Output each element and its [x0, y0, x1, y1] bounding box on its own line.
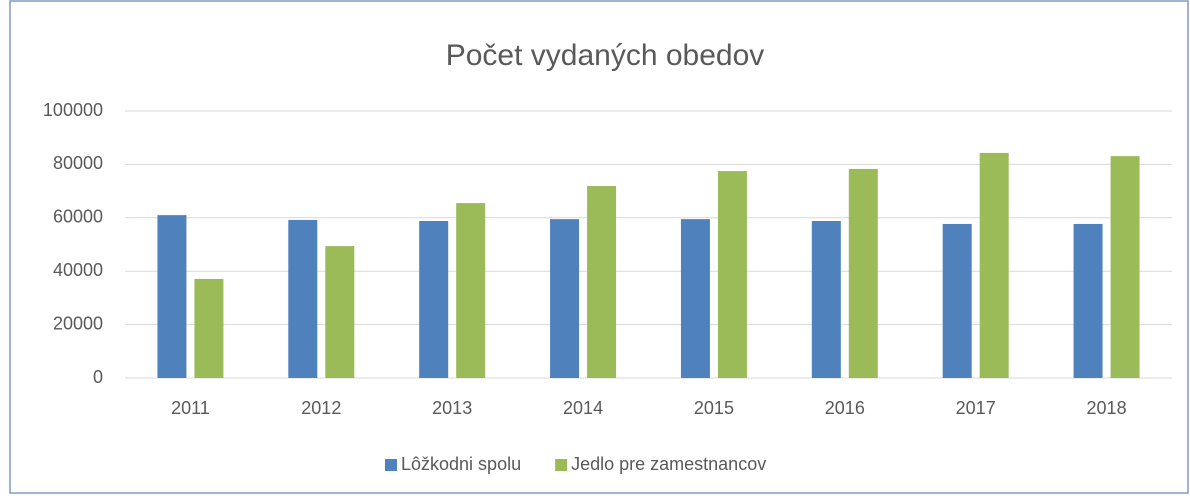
bar	[1073, 223, 1103, 378]
bar	[456, 203, 486, 378]
chart-title: Počet vydaných obedov	[446, 39, 765, 72]
x-tick-label: 2014	[563, 398, 603, 418]
bar	[848, 168, 878, 378]
bar	[587, 186, 617, 378]
bar	[288, 219, 318, 378]
y-tick-label: 60000	[53, 207, 103, 227]
legend-swatch	[555, 459, 568, 471]
bar	[194, 278, 224, 378]
y-tick-label: 0	[93, 367, 103, 387]
legend-label: Lôžkodni spolu	[401, 454, 521, 474]
y-tick-label: 100000	[43, 100, 103, 120]
y-tick-label: 20000	[53, 313, 103, 333]
legend-label: Jedlo pre zamestnancov	[571, 454, 766, 474]
x-tick-label: 2013	[432, 398, 472, 418]
bar	[1110, 156, 1140, 378]
bar	[979, 152, 1009, 378]
x-tick-label: 2017	[956, 398, 996, 418]
y-tick-label: 80000	[53, 153, 103, 173]
y-tick-label: 40000	[53, 260, 103, 280]
legend-swatch	[385, 459, 397, 471]
x-tick-label: 2012	[301, 398, 341, 418]
bar	[550, 219, 580, 378]
bar	[680, 219, 710, 378]
bar	[419, 221, 449, 378]
x-tick-label: 2011	[171, 398, 210, 418]
bar	[811, 221, 841, 378]
bar	[157, 215, 187, 378]
bar	[942, 223, 972, 378]
x-tick-label: 2018	[1087, 398, 1127, 418]
bar	[325, 246, 355, 378]
x-tick-label: 2015	[694, 398, 734, 418]
bar	[717, 171, 747, 378]
x-tick-label: 2016	[825, 398, 865, 418]
